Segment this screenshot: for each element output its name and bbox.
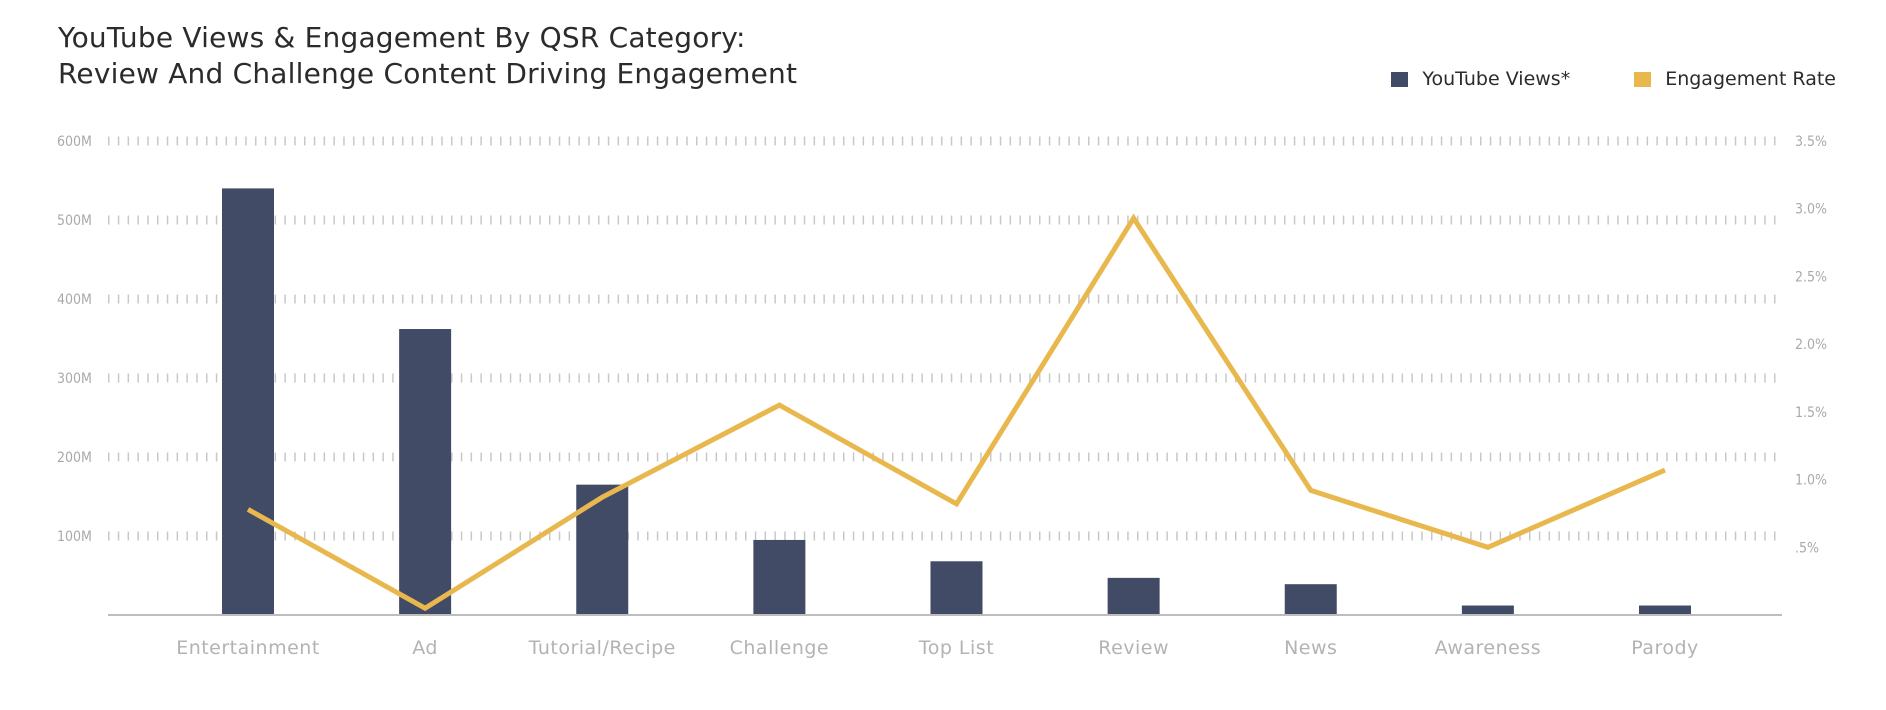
legend-item-views: YouTube Views* bbox=[1391, 68, 1570, 90]
category-label: Awareness bbox=[1435, 637, 1542, 659]
chart-title: YouTube Views & Engagement By QSR Catego… bbox=[58, 20, 797, 92]
category-label: News bbox=[1284, 637, 1337, 659]
category-label: Ad bbox=[412, 637, 438, 659]
views-bar-news bbox=[1284, 584, 1337, 615]
left-axis-tick-label: 500M bbox=[57, 213, 92, 229]
left-axis-tick-label: 300M bbox=[57, 371, 92, 387]
left-axis: 100M 200M 300M 400M 500M 600M bbox=[57, 134, 92, 545]
chart-title-line-1: YouTube Views & Engagement By QSR Catego… bbox=[58, 21, 746, 54]
views-bar-entertainment bbox=[222, 188, 274, 615]
chart-title-line-2: Review And Challenge Content Driving Eng… bbox=[58, 57, 798, 90]
gridlines bbox=[108, 136, 1782, 541]
engagement-rate-line bbox=[246, 213, 1666, 612]
category-label: Tutorial/Recipe bbox=[528, 637, 676, 659]
right-axis-tick-label: 2.5% bbox=[1795, 269, 1827, 285]
category-label: Parody bbox=[1631, 637, 1699, 659]
left-axis-tick-label: 600M bbox=[57, 134, 92, 150]
right-axis-tick-label: 1.0% bbox=[1795, 473, 1827, 489]
legend-swatch-engagement bbox=[1634, 71, 1652, 87]
views-bar-challenge bbox=[753, 539, 806, 615]
category-label: Review bbox=[1098, 637, 1169, 659]
views-bar-awareness bbox=[1461, 605, 1514, 615]
category-label: Entertainment bbox=[176, 637, 320, 659]
views-bar-top-list bbox=[930, 561, 983, 615]
left-axis-tick-label: 200M bbox=[57, 450, 92, 466]
chart-legend: YouTube Views* Engagement Rate bbox=[1391, 68, 1836, 90]
category-label: Top List bbox=[918, 637, 994, 659]
right-axis-tick-label: 3.5% bbox=[1795, 134, 1827, 150]
legend-label-views: YouTube Views* bbox=[1422, 68, 1571, 90]
views-bar-ad bbox=[399, 329, 452, 615]
right-axis-tick-label: .5% bbox=[1795, 540, 1819, 556]
views-bar-tutorial-recipe bbox=[576, 484, 629, 615]
views-bars bbox=[222, 188, 1691, 615]
right-axis-tick-label: 1.5% bbox=[1795, 405, 1827, 421]
right-axis-tick-label: 2.0% bbox=[1795, 337, 1827, 353]
left-axis-tick-label: 400M bbox=[57, 292, 92, 308]
views-bar-review bbox=[1107, 577, 1160, 615]
engagement-line-series bbox=[246, 213, 1666, 612]
left-axis-tick-label: 100M bbox=[57, 529, 92, 545]
legend-item-engagement: Engagement Rate bbox=[1634, 68, 1836, 90]
legend-swatch-views bbox=[1391, 71, 1409, 87]
legend-label-engagement: Engagement Rate bbox=[1665, 68, 1836, 90]
right-axis: .5% 1.0% 1.5% 2.0% 2.5% 3.0% 3.5% bbox=[1795, 134, 1827, 556]
views-bar-parody bbox=[1639, 605, 1691, 615]
right-axis-tick-label: 3.0% bbox=[1795, 202, 1827, 218]
category-label: Challenge bbox=[730, 637, 830, 659]
category-labels: Entertainment Ad Tutorial/Recipe Challenge T… bbox=[176, 637, 1699, 659]
